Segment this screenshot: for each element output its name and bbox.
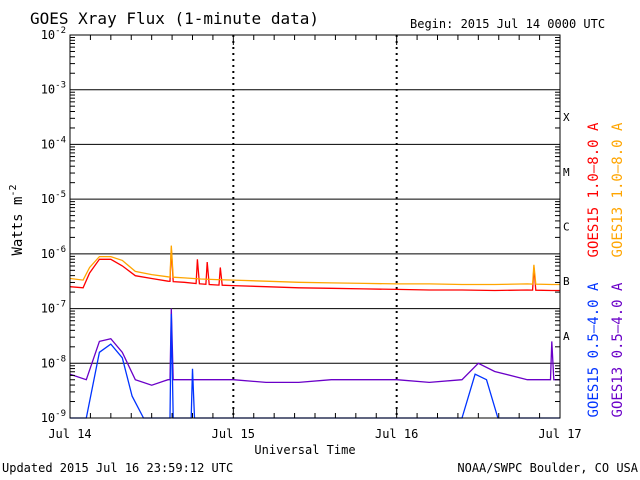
series-layer [69, 245, 560, 419]
y-tick-label: 10-6 [41, 245, 66, 261]
legend-layer: GOES15 1.0–8.0 A GOES13 1.0–8.0 A GOES15 0… [586, 122, 626, 417]
flare-class-label: C [563, 221, 570, 234]
y-tick-label: 10-5 [41, 190, 66, 206]
legend-entry: GOES15 1.0–8.0 A [586, 122, 602, 257]
y-tick-label: 10-8 [41, 354, 66, 370]
y-axis-label: Watts m [10, 197, 26, 256]
y-axis-label-sup: -2 [8, 184, 19, 196]
chart-title: GOES Xray Flux (1-minute data) [30, 9, 319, 28]
x-tick-label: Jul 17 [538, 427, 581, 441]
credit-label: NOAA/SWPC Boulder, CO USA [457, 461, 638, 475]
series-line [69, 308, 560, 386]
y-axis-title: Watts m-2 [8, 184, 26, 255]
x-tick-label: Jul 16 [375, 427, 418, 441]
x-tick-label: Jul 15 [212, 427, 255, 441]
y-tick-label: 10-4 [41, 135, 66, 151]
y-tick-label: 10-9 [41, 409, 66, 425]
legend-entry: GOES15 0.5–4.0 A [586, 282, 602, 417]
grid-layer [70, 34, 560, 419]
updated-label: Updated 2015 Jul 16 23:59:12 UTC [2, 461, 233, 475]
svg-text:Watts m-2: Watts m-2 [8, 184, 26, 255]
y-tick-label: 10-3 [41, 81, 66, 97]
plot-frame [69, 34, 561, 419]
flare-class-label: B [563, 275, 570, 288]
legend-entry: GOES13 0.5–4.0 A [610, 282, 626, 417]
flare-class-label: X [563, 111, 570, 124]
y-tick-label: 10-7 [41, 300, 66, 316]
series-line [70, 313, 560, 419]
axis-layer: 10-2 10-3 10-4 10-5 10-6 10-7 10-8 10-9 Jul 14 Ju… [41, 26, 582, 441]
series-line [69, 248, 560, 292]
series-line [69, 245, 560, 286]
flare-class-label: M [563, 166, 570, 179]
x-tick-label: Jul 14 [48, 427, 91, 441]
flare-class-label: A [563, 330, 570, 343]
legend-entry: GOES13 1.0–8.0 A [610, 122, 626, 257]
begin-label: Begin: 2015 Jul 14 0000 UTC [410, 17, 605, 31]
x-axis-label: Universal Time [254, 443, 355, 457]
y-tick-label: 10-2 [41, 26, 66, 42]
